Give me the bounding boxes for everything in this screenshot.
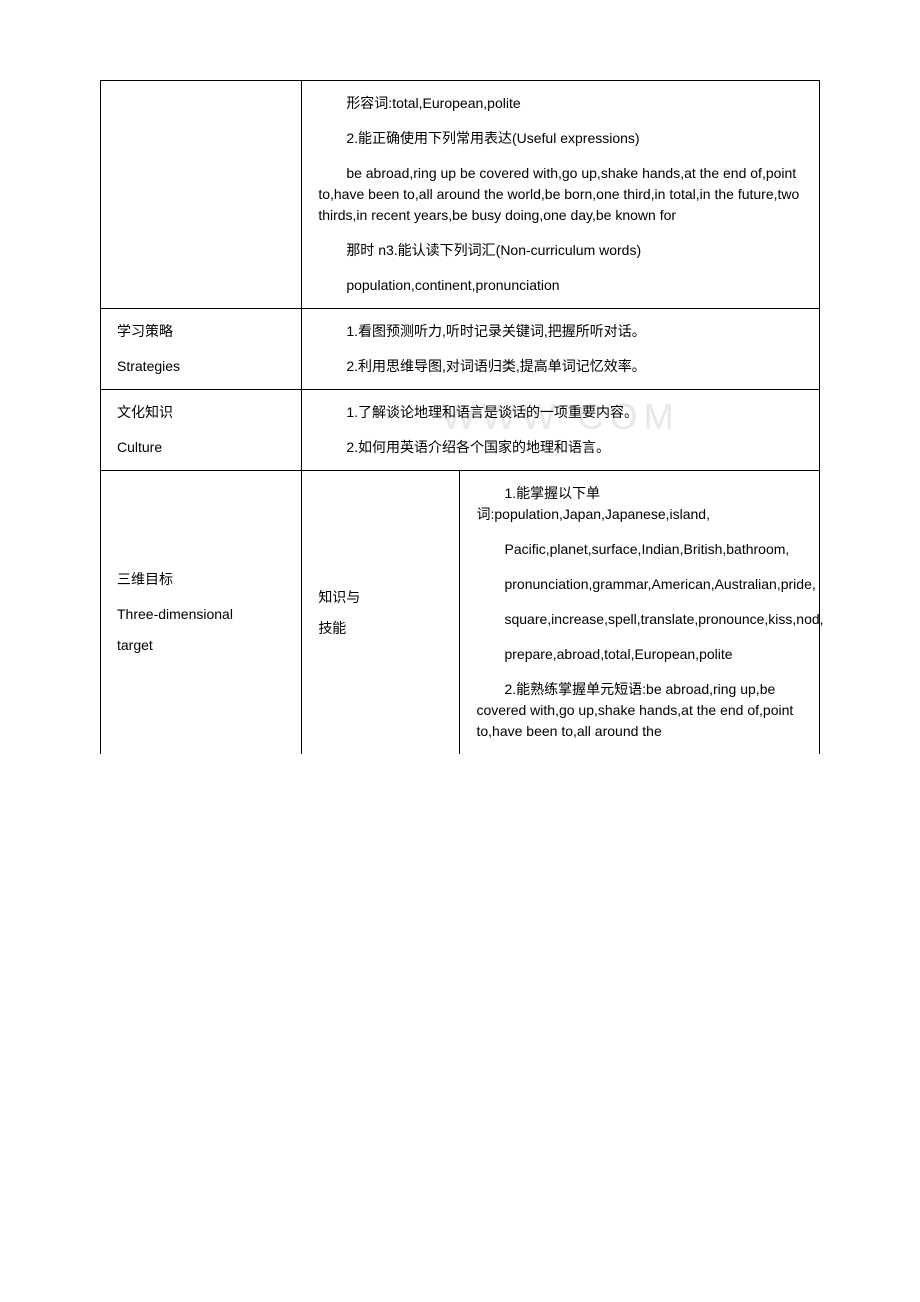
text-line: be abroad,ring up be covered with,go up,… — [318, 163, 803, 226]
label-en: Strategies — [117, 356, 285, 377]
sublabel-line: 技能 — [318, 618, 443, 639]
text-line: 2.能熟练掌握单元短语:be abroad,ring up,be covered… — [476, 679, 803, 742]
table-row: 三维目标 Three-dimensional target 知识与 技能 1.能… — [101, 471, 820, 755]
text-line: 1.能掌握以下单词:population,Japan,Japanese,isla… — [476, 483, 803, 525]
label-en: Three-dimensional — [117, 604, 285, 625]
text-line: 2.能正确使用下列常用表达(Useful expressions) — [318, 128, 803, 149]
label-zh: 学习策略 — [117, 321, 285, 342]
cell-content: 1.看图预测听力,听时记录关键词,把握所听对话。 2.利用思维导图,对词语归类,… — [302, 309, 820, 390]
cell-content: 形容词:total,European,polite 2.能正确使用下列常用表达(… — [302, 81, 820, 309]
text-line: 2.如何用英语介绍各个国家的地理和语言。 — [318, 437, 803, 458]
label-zh: 文化知识 — [117, 402, 285, 423]
cell-content: 1.能掌握以下单词:population,Japan,Japanese,isla… — [460, 471, 820, 755]
text-line: square,increase,spell,translate,pronounc… — [476, 609, 803, 630]
table-row: 学习策略 Strategies 1.看图预测听力,听时记录关键词,把握所听对话。… — [101, 309, 820, 390]
cell-content: WWW COM 1.了解谈论地理和语言是谈话的一项重要内容。 2.如何用英语介绍… — [302, 390, 820, 471]
document-table: 形容词:total,European,polite 2.能正确使用下列常用表达(… — [100, 80, 820, 754]
label-zh: 三维目标 — [117, 569, 285, 590]
text-line: 2.利用思维导图,对词语归类,提高单词记忆效率。 — [318, 356, 803, 377]
text-line: pronunciation,grammar,American,Australia… — [476, 574, 803, 595]
cell-label-culture: 文化知识 Culture — [101, 390, 302, 471]
text-line: 1.看图预测听力,听时记录关键词,把握所听对话。 — [318, 321, 803, 342]
table-row: 文化知识 Culture WWW COM 1.了解谈论地理和语言是谈话的一项重要… — [101, 390, 820, 471]
label-en: target — [117, 635, 285, 656]
cell-sublabel: 知识与 技能 — [302, 471, 460, 755]
cell-empty — [101, 81, 302, 309]
label-en: Culture — [117, 437, 285, 458]
text-line: 1.了解谈论地理和语言是谈话的一项重要内容。 — [318, 402, 803, 423]
text-line: 那时 n3.能认读下列词汇(Non-curriculum words) — [318, 240, 803, 261]
table-row: 形容词:total,European,polite 2.能正确使用下列常用表达(… — [101, 81, 820, 309]
cell-label-target: 三维目标 Three-dimensional target — [101, 471, 302, 755]
text-line: prepare,abroad,total,European,polite — [476, 644, 803, 665]
text-line: population,continent,pronunciation — [318, 275, 803, 296]
text-line: 形容词:total,European,polite — [318, 93, 803, 114]
cell-label-strategies: 学习策略 Strategies — [101, 309, 302, 390]
sublabel-line: 知识与 — [318, 587, 443, 608]
text-line: Pacific,planet,surface,Indian,British,ba… — [476, 539, 803, 560]
